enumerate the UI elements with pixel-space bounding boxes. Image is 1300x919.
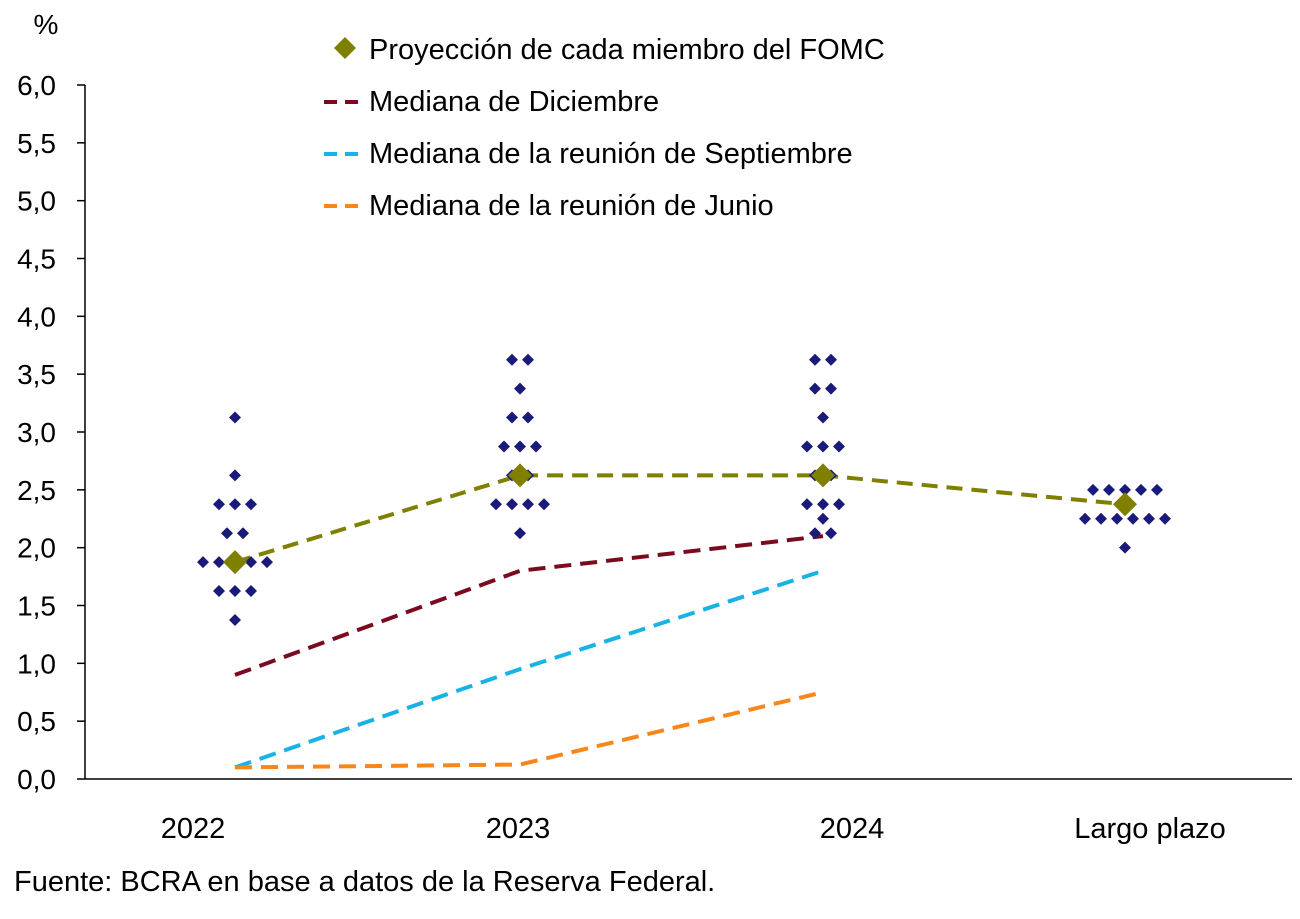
member-dot (245, 585, 257, 598)
member-dot (1119, 541, 1131, 554)
member-dot (229, 469, 241, 482)
legend-label: Mediana de la reunión de Junio (369, 190, 774, 222)
legend-label: Proyección de cada miembro del FOMC (369, 34, 885, 66)
member-dot (1087, 483, 1099, 496)
y-tick-label: 0,5 (17, 706, 56, 737)
median-diamond (1113, 492, 1137, 517)
member-dot (809, 527, 821, 540)
member-dot (522, 498, 534, 511)
member-dot (213, 585, 225, 598)
member-dot (498, 440, 510, 453)
member-dot (490, 498, 502, 511)
member-dot (1119, 483, 1131, 496)
series-line-proyeccion-de-cada-miembro-del-fomc (234, 473, 1126, 565)
member-dot (530, 440, 542, 453)
median-markers (223, 463, 1137, 575)
axes: 0,0 0,5 1,0 1,5 2,0 2,5 3,0 3,5 4,0 4,5 5,0 5,5 6,0 2… (17, 70, 1292, 845)
member-dot (1127, 512, 1139, 525)
member-dot (1079, 512, 1091, 525)
y-tick-label: 6,0 (17, 70, 56, 101)
member-dot (825, 382, 837, 395)
member-dot (506, 411, 518, 424)
member-dot (522, 353, 534, 366)
member-dot (1151, 483, 1163, 496)
x-tick-label: 2023 (486, 813, 551, 845)
x-tick-label: 2022 (161, 813, 226, 845)
x-tick-label: 2024 (820, 813, 885, 845)
y-tick-label: 2,5 (17, 475, 56, 506)
member-dot (213, 498, 225, 511)
series-line-mediana-de-la-reunion-de-septiembre (234, 568, 824, 770)
y-tick-label: 5,0 (17, 186, 56, 217)
member-dot (213, 556, 225, 569)
member-dot (817, 512, 829, 525)
series-lines (234, 473, 1126, 770)
y-tick-label: 1,5 (17, 591, 56, 622)
member-dot (1143, 512, 1155, 525)
source-note: Fuente: BCRA en base a datos de la Reser… (14, 866, 716, 898)
y-tick-label: 4,0 (17, 301, 56, 332)
series-line-mediana-de-la-reunion-de-junio (234, 690, 824, 770)
member-dot (1095, 512, 1107, 525)
legend-label: Mediana de la reunión de Septiembre (369, 138, 853, 170)
member-dot (229, 498, 241, 511)
member-dot (237, 527, 249, 540)
series-line-mediana-de-diciembre (234, 534, 824, 677)
member-dot (229, 411, 241, 424)
y-tick-label: 0,0 (17, 764, 56, 795)
member-dot (514, 527, 526, 540)
member-dot (817, 440, 829, 453)
y-axis-unit-label: % (34, 9, 59, 40)
x-tick-label: Largo plazo (1074, 813, 1226, 845)
legend-diamond-icon (334, 37, 356, 59)
y-tick-label: 4,5 (17, 244, 56, 275)
member-dot (817, 498, 829, 511)
member-dot (817, 411, 829, 424)
member-dot (809, 353, 821, 366)
member-dot (1135, 483, 1147, 496)
member-dot (245, 498, 257, 511)
y-tick-label: 3,5 (17, 359, 56, 390)
member-dot (1103, 483, 1115, 496)
legend-label: Mediana de Diciembre (369, 86, 659, 118)
member-dot (514, 382, 526, 395)
median-diamond (811, 463, 835, 488)
member-dot (1111, 512, 1123, 525)
member-dot (506, 498, 518, 511)
member-projection-dots (197, 353, 1171, 626)
member-dot (514, 440, 526, 453)
member-dot (825, 527, 837, 540)
member-dot (833, 498, 845, 511)
y-tick-label: 5,5 (17, 128, 56, 159)
member-dot (506, 353, 518, 366)
median-diamond (223, 550, 247, 575)
median-diamond (508, 463, 532, 488)
y-tick-label: 3,0 (17, 417, 56, 448)
member-dot (245, 556, 257, 569)
member-dot (833, 440, 845, 453)
member-dot (221, 527, 233, 540)
legend: Proyección de cada miembro del FOMC Media… (324, 34, 885, 222)
y-tick-label: 2,0 (17, 533, 56, 564)
member-dot (825, 353, 837, 366)
member-dot (538, 498, 550, 511)
member-dot (197, 556, 209, 569)
member-dot (229, 613, 241, 626)
y-tick-label: 1,0 (17, 648, 56, 679)
member-dot (522, 411, 534, 424)
member-dot (229, 585, 241, 598)
member-dot (801, 440, 813, 453)
member-dot (801, 498, 813, 511)
member-dot (809, 382, 821, 395)
member-dot (1159, 512, 1171, 525)
member-dot (261, 556, 273, 569)
